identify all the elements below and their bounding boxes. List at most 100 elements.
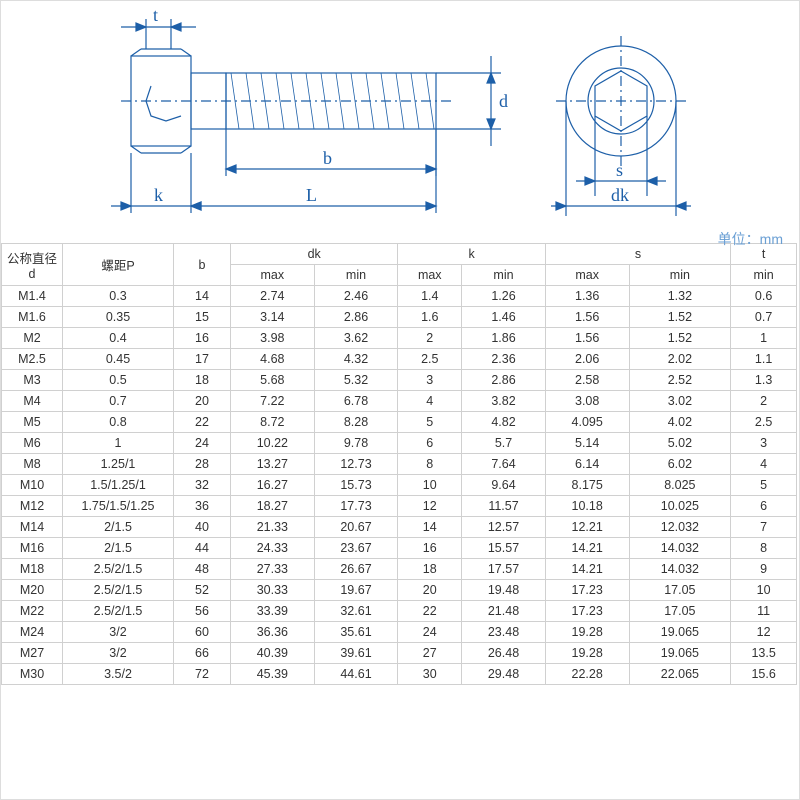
cell-t_min: 13.5 [731, 643, 797, 664]
cell-d: M3 [2, 370, 63, 391]
cell-dk_max: 30.33 [231, 580, 315, 601]
cell-d: M8 [2, 454, 63, 475]
table-row: M222.5/2/1.55633.3932.612221.4817.2317.0… [2, 601, 797, 622]
cell-s_min: 19.065 [629, 622, 731, 643]
th-dk: dk [231, 244, 398, 265]
cell-s_max: 1.56 [545, 328, 629, 349]
cell-b: 22 [174, 412, 231, 433]
th-k-max: max [398, 265, 462, 286]
cell-dk_max: 3.98 [231, 328, 315, 349]
cell-s_min: 1.52 [629, 307, 731, 328]
cell-dk_min: 32.61 [314, 601, 398, 622]
cell-d: M6 [2, 433, 63, 454]
cell-k_min: 3.82 [462, 391, 546, 412]
th-dk-min: min [314, 265, 398, 286]
cell-s_min: 6.02 [629, 454, 731, 475]
cell-d: M1.4 [2, 286, 63, 307]
cell-dk_max: 3.14 [231, 307, 315, 328]
table-row: M182.5/2/1.54827.3326.671817.5714.2114.0… [2, 559, 797, 580]
cell-dk_max: 8.72 [231, 412, 315, 433]
table-row: M20.4163.983.6221.861.561.521 [2, 328, 797, 349]
cell-b: 48 [174, 559, 231, 580]
table-row: M121.75/1.5/1.253618.2717.731211.5710.18… [2, 496, 797, 517]
cell-b: 20 [174, 391, 231, 412]
cell-dk_min: 44.61 [314, 664, 398, 685]
cell-b: 18 [174, 370, 231, 391]
cell-p: 0.35 [63, 307, 174, 328]
cell-k_min: 2.86 [462, 370, 546, 391]
cell-dk_min: 12.73 [314, 454, 398, 475]
table-row: M30.5185.685.3232.862.582.521.3 [2, 370, 797, 391]
cell-k_min: 11.57 [462, 496, 546, 517]
cell-s_min: 2.52 [629, 370, 731, 391]
cell-s_max: 14.21 [545, 559, 629, 580]
cell-b: 28 [174, 454, 231, 475]
cell-k_max: 1.4 [398, 286, 462, 307]
cell-d: M2.5 [2, 349, 63, 370]
cell-k_max: 14 [398, 517, 462, 538]
cell-t_min: 1.1 [731, 349, 797, 370]
cell-k_max: 27 [398, 643, 462, 664]
cell-s_max: 2.06 [545, 349, 629, 370]
table-body: M1.40.3142.742.461.41.261.361.320.6M1.60… [2, 286, 797, 685]
table-row: M1.40.3142.742.461.41.261.361.320.6 [2, 286, 797, 307]
th-k-min: min [462, 265, 546, 286]
cell-p: 2.5/2/1.5 [63, 601, 174, 622]
cell-s_min: 5.02 [629, 433, 731, 454]
cell-t_min: 15.6 [731, 664, 797, 685]
cell-k_min: 21.48 [462, 601, 546, 622]
cell-k_max: 12 [398, 496, 462, 517]
cell-k_max: 6 [398, 433, 462, 454]
cell-d: M1.6 [2, 307, 63, 328]
cell-s_min: 10.025 [629, 496, 731, 517]
cell-b: 24 [174, 433, 231, 454]
table-row: M243/26036.3635.612423.4819.2819.06512 [2, 622, 797, 643]
cell-d: M20 [2, 580, 63, 601]
cell-t_min: 9 [731, 559, 797, 580]
cell-d: M24 [2, 622, 63, 643]
cell-k_min: 26.48 [462, 643, 546, 664]
cell-k_min: 1.26 [462, 286, 546, 307]
cell-k_max: 8 [398, 454, 462, 475]
cell-s_max: 22.28 [545, 664, 629, 685]
cell-p: 0.4 [63, 328, 174, 349]
th-b: b [174, 244, 231, 286]
table-row: M612410.229.7865.75.145.023 [2, 433, 797, 454]
cell-b: 32 [174, 475, 231, 496]
cell-t_min: 1 [731, 328, 797, 349]
cell-t_min: 7 [731, 517, 797, 538]
cell-k_min: 29.48 [462, 664, 546, 685]
cell-s_min: 14.032 [629, 559, 731, 580]
cell-dk_max: 33.39 [231, 601, 315, 622]
cell-p: 0.3 [63, 286, 174, 307]
cell-k_min: 19.48 [462, 580, 546, 601]
cell-d: M16 [2, 538, 63, 559]
cell-t_min: 8 [731, 538, 797, 559]
cell-t_min: 0.6 [731, 286, 797, 307]
table-row: M303.5/27245.3944.613029.4822.2822.06515… [2, 664, 797, 685]
cell-k_min: 1.46 [462, 307, 546, 328]
cell-s_max: 1.56 [545, 307, 629, 328]
cell-s_min: 12.032 [629, 517, 731, 538]
cell-k_min: 1.86 [462, 328, 546, 349]
cell-s_max: 10.18 [545, 496, 629, 517]
table-row: M50.8228.728.2854.824.0954.022.5 [2, 412, 797, 433]
cell-p: 3/2 [63, 622, 174, 643]
cell-t_min: 11 [731, 601, 797, 622]
cell-b: 40 [174, 517, 231, 538]
cell-k_min: 12.57 [462, 517, 546, 538]
cell-s_max: 17.23 [545, 601, 629, 622]
cell-k_min: 23.48 [462, 622, 546, 643]
th-t-min: min [731, 265, 797, 286]
cell-t_min: 0.7 [731, 307, 797, 328]
unit-label: 单位：mm [718, 229, 783, 249]
cell-d: M14 [2, 517, 63, 538]
cell-k_max: 30 [398, 664, 462, 685]
cell-dk_min: 19.67 [314, 580, 398, 601]
table-row: M2.50.45174.684.322.52.362.062.021.1 [2, 349, 797, 370]
cell-t_min: 2 [731, 391, 797, 412]
cell-s_min: 8.025 [629, 475, 731, 496]
cell-b: 17 [174, 349, 231, 370]
spec-table: 公称直径 d 螺距P b dk k s t max min max min ma… [1, 243, 797, 685]
cell-s_min: 22.065 [629, 664, 731, 685]
